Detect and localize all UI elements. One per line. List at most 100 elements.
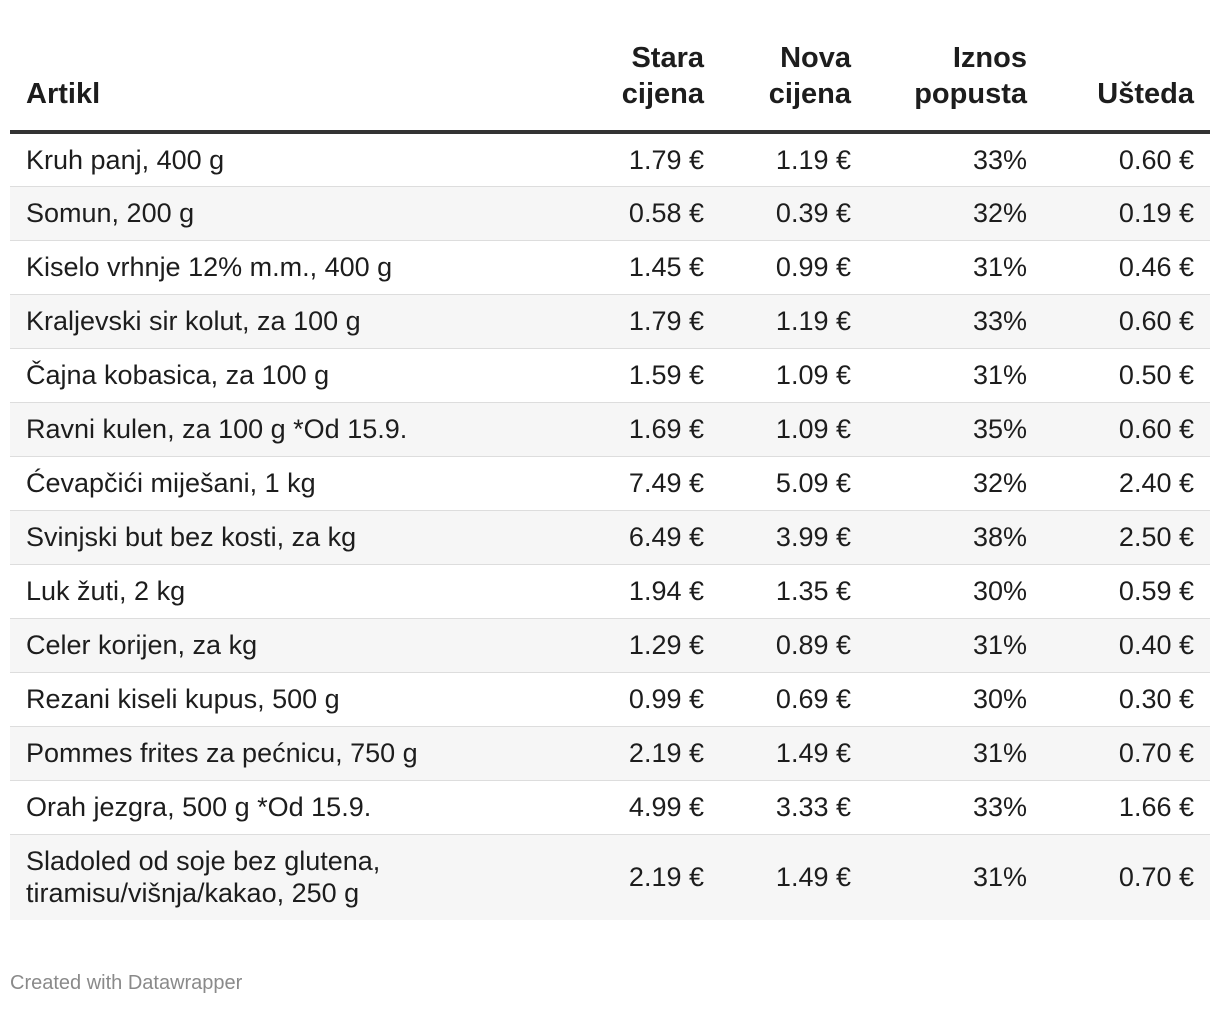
- cell-usteda: 0.46 €: [1043, 240, 1210, 295]
- cell-stara-cijena: 6.49 €: [584, 510, 720, 565]
- cell-stara-cijena: 0.58 €: [584, 186, 720, 241]
- cell-stara-cijena: 1.69 €: [584, 402, 720, 457]
- cell-iznos-popusta: 31%: [867, 618, 1043, 673]
- cell-nova-cijena: 1.09 €: [720, 348, 867, 403]
- cell-stara-cijena: 0.99 €: [584, 672, 720, 727]
- header-row: Artikl Stara cijena Nova cijena Iznos popusta U…: [10, 0, 1210, 134]
- cell-iznos-popusta: 30%: [867, 672, 1043, 727]
- cell-iznos-popusta: 31%: [867, 834, 1043, 920]
- cell-usteda: 0.40 €: [1043, 618, 1210, 673]
- table-row: Rezani kiseli kupus, 500 g 0.99 €0.69 €30…: [10, 672, 1210, 727]
- cell-iznos-popusta: 35%: [867, 402, 1043, 457]
- table-body: Kruh panj, 400 g 1.79 €1.19 €33% 0.60 € Som…: [10, 132, 1210, 920]
- header-line: Ušteda: [1097, 78, 1194, 110]
- cell-stara-cijena: 1.79 €: [584, 132, 720, 187]
- cell-nova-cijena: 1.49 €: [720, 726, 867, 781]
- table-row: Celer korijen, za kg 1.29 €0.89 €31% 0.40 …: [10, 618, 1210, 673]
- cell-stara-cijena: 1.94 €: [584, 564, 720, 619]
- footer-credit[interactable]: Created with Datawrapper: [10, 972, 243, 994]
- cell-nova-cijena: 1.35 €: [720, 564, 867, 619]
- cell-usteda: 2.50 €: [1043, 510, 1210, 565]
- cell-usteda: 0.50 €: [1043, 348, 1210, 403]
- table-row: Somun, 200 g 0.58 €0.39 €32% 0.19 €: [10, 186, 1210, 241]
- cell-artikl: Kraljevski sir kolut, za 100 g: [10, 294, 584, 349]
- table-row: Pommes frites za pećnicu, 750 g 2.19 €1.4…: [10, 726, 1210, 781]
- table-row: Orah jezgra, 500 g *Od 15.9. 4.99 €3.33 €…: [10, 780, 1210, 835]
- cell-usteda: 0.60 €: [1043, 132, 1210, 187]
- cell-stara-cijena: 7.49 €: [584, 456, 720, 511]
- label-line: tiramisu/višnja/kakao, 250 g: [26, 878, 360, 909]
- cell-usteda: 2.40 €: [1043, 456, 1210, 511]
- table-row: Sladoled od soje bez glutena, tiramisu/vi…: [10, 834, 1210, 920]
- cell-stara-cijena: 1.79 €: [584, 294, 720, 349]
- table-row: Luk žuti, 2 kg 1.94 €1.35 €30% 0.59 €: [10, 564, 1210, 619]
- cell-artikl: Rezani kiseli kupus, 500 g: [10, 672, 584, 727]
- cell-stara-cijena: 1.29 €: [584, 618, 720, 673]
- header-artikl[interactable]: Artikl: [10, 0, 584, 134]
- cell-usteda: 0.60 €: [1043, 294, 1210, 349]
- cell-usteda: 0.30 €: [1043, 672, 1210, 727]
- header-line: cijena: [768, 78, 851, 110]
- cell-artikl: Ravni kulen, za 100 g *Od 15.9.: [10, 402, 584, 457]
- cell-iznos-popusta: 31%: [867, 348, 1043, 403]
- cell-artikl: Svinjski but bez kosti, za kg: [10, 510, 584, 565]
- cell-usteda: 0.60 €: [1043, 402, 1210, 457]
- cell-stara-cijena: 4.99 €: [584, 780, 720, 835]
- cell-artikl: Ćevapčići miješani, 1 kg: [10, 456, 584, 511]
- header-nova-cijena[interactable]: Nova cijena: [720, 0, 867, 134]
- table-row: Čajna kobasica, za 100 g 1.59 €1.09 €31% 0…: [10, 348, 1210, 403]
- cell-nova-cijena: 3.33 €: [720, 780, 867, 835]
- cell-stara-cijena: 2.19 €: [584, 726, 720, 781]
- cell-nova-cijena: 3.99 €: [720, 510, 867, 565]
- cell-artikl: Čajna kobasica, za 100 g: [10, 348, 584, 403]
- cell-usteda: 1.66 €: [1043, 780, 1210, 835]
- cell-usteda: 0.70 €: [1043, 726, 1210, 781]
- cell-artikl: Sladoled od soje bez glutena, tiramisu/vi…: [10, 834, 584, 920]
- header-line: popusta: [914, 78, 1027, 110]
- cell-artikl: Celer korijen, za kg: [10, 618, 584, 673]
- cell-nova-cijena: 0.69 €: [720, 672, 867, 727]
- cell-nova-cijena: 1.19 €: [720, 294, 867, 349]
- header-iznos-popusta[interactable]: Iznos popusta: [867, 0, 1043, 134]
- header-line: Nova: [780, 42, 851, 74]
- cell-artikl: Orah jezgra, 500 g *Od 15.9.: [10, 780, 584, 835]
- cell-usteda: 0.59 €: [1043, 564, 1210, 619]
- cell-iznos-popusta: 31%: [867, 240, 1043, 295]
- cell-usteda: 0.70 €: [1043, 834, 1210, 920]
- discount-table: Artikl Stara cijena Nova cijena Iznos popusta U…: [10, 0, 1210, 920]
- header-usteda[interactable]: Ušteda: [1043, 0, 1210, 134]
- table-row: Kruh panj, 400 g 1.79 €1.19 €33% 0.60 €: [10, 132, 1210, 187]
- cell-iznos-popusta: 32%: [867, 186, 1043, 241]
- cell-artikl: Luk žuti, 2 kg: [10, 564, 584, 619]
- cell-nova-cijena: 1.49 €: [720, 834, 867, 920]
- cell-stara-cijena: 1.59 €: [584, 348, 720, 403]
- table-row: Kraljevski sir kolut, za 100 g 1.79 €1.19…: [10, 294, 1210, 349]
- cell-usteda: 0.19 €: [1043, 186, 1210, 241]
- cell-nova-cijena: 0.39 €: [720, 186, 867, 241]
- cell-artikl: Somun, 200 g: [10, 186, 584, 241]
- table-row: Ćevapčići miješani, 1 kg 7.49 €5.09 €32% 2…: [10, 456, 1210, 511]
- table-row: Svinjski but bez kosti, za kg 6.49 €3.99 …: [10, 510, 1210, 565]
- cell-iznos-popusta: 31%: [867, 726, 1043, 781]
- table-row: Ravni kulen, za 100 g *Od 15.9. 1.69 €1.0…: [10, 402, 1210, 457]
- cell-iznos-popusta: 33%: [867, 294, 1043, 349]
- cell-nova-cijena: 0.99 €: [720, 240, 867, 295]
- cell-artikl: Pommes frites za pećnicu, 750 g: [10, 726, 584, 781]
- cell-stara-cijena: 2.19 €: [584, 834, 720, 920]
- header-stara-cijena[interactable]: Stara cijena: [584, 0, 720, 134]
- cell-nova-cijena: 1.19 €: [720, 132, 867, 187]
- cell-artikl: Kruh panj, 400 g: [10, 132, 584, 187]
- cell-iznos-popusta: 32%: [867, 456, 1043, 511]
- cell-nova-cijena: 5.09 €: [720, 456, 867, 511]
- cell-stara-cijena: 1.45 €: [584, 240, 720, 295]
- header-line: Iznos: [952, 42, 1027, 74]
- table-container: Artikl Stara cijena Nova cijena Iznos popusta U…: [10, 0, 1210, 920]
- cell-nova-cijena: 0.89 €: [720, 618, 867, 673]
- cell-iznos-popusta: 30%: [867, 564, 1043, 619]
- header-line: Stara: [631, 42, 704, 74]
- table-row: Kiselo vrhnje 12% m.m., 400 g 1.45 €0.99 …: [10, 240, 1210, 295]
- cell-iznos-popusta: 33%: [867, 132, 1043, 187]
- cell-iznos-popusta: 38%: [867, 510, 1043, 565]
- header-line: cijena: [621, 78, 704, 110]
- header-line: Artikl: [26, 78, 101, 110]
